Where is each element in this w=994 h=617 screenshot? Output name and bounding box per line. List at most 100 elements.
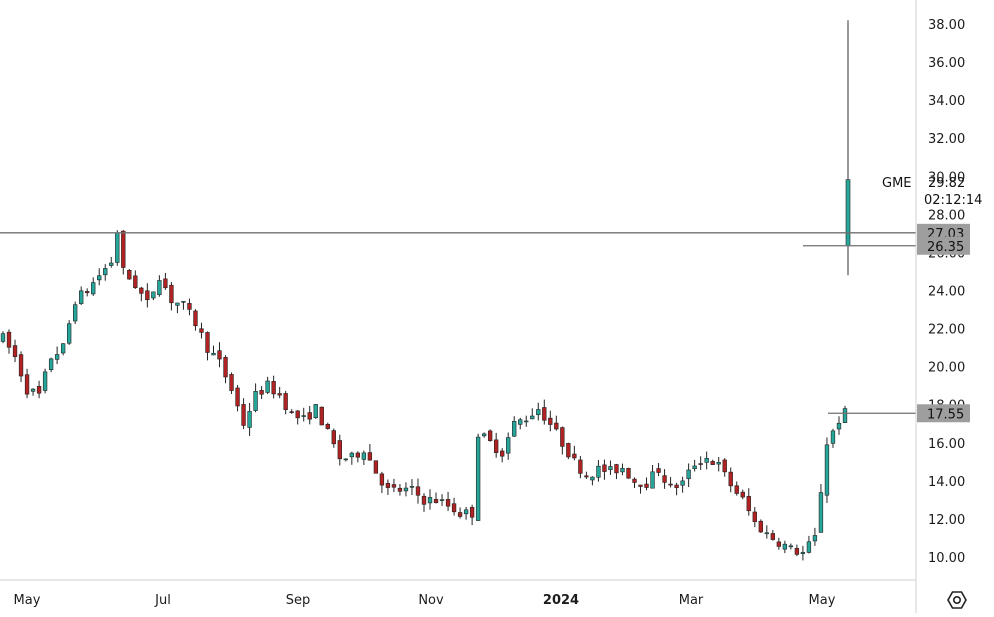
candle[interactable] xyxy=(469,504,475,526)
candle[interactable] xyxy=(367,444,373,461)
candle[interactable] xyxy=(716,456,721,472)
candle[interactable] xyxy=(445,491,451,512)
candle[interactable] xyxy=(193,309,198,331)
candle[interactable] xyxy=(692,459,697,472)
candle[interactable] xyxy=(337,434,342,466)
candle[interactable] xyxy=(740,489,745,500)
horizontal-lines[interactable] xyxy=(0,232,916,414)
candle[interactable] xyxy=(36,380,42,399)
candle[interactable] xyxy=(812,527,818,546)
candle[interactable] xyxy=(175,302,180,314)
candle[interactable] xyxy=(253,383,258,413)
candle[interactable] xyxy=(379,471,385,494)
candle[interactable] xyxy=(289,409,294,414)
candle[interactable] xyxy=(602,459,607,480)
candle[interactable] xyxy=(728,467,733,493)
candle[interactable] xyxy=(554,415,559,431)
candle[interactable] xyxy=(620,463,625,476)
candle[interactable] xyxy=(12,339,18,363)
candle[interactable] xyxy=(782,540,788,554)
candle[interactable] xyxy=(566,442,571,460)
candle-latest[interactable] xyxy=(845,20,851,276)
candle[interactable] xyxy=(403,482,409,497)
candle[interactable] xyxy=(752,507,757,528)
candle[interactable] xyxy=(596,459,601,482)
candle[interactable] xyxy=(590,476,595,486)
candle[interactable] xyxy=(710,459,715,465)
candle[interactable] xyxy=(97,268,102,286)
candle[interactable] xyxy=(85,288,90,297)
candle[interactable] xyxy=(530,408,535,420)
candle[interactable] xyxy=(584,471,589,479)
candle[interactable] xyxy=(66,320,72,345)
candle[interactable] xyxy=(391,478,397,493)
candle[interactable] xyxy=(235,384,240,412)
time-axis[interactable]: May Jul Sep Nov 2024 Mar May xyxy=(0,579,916,608)
candle[interactable] xyxy=(806,535,812,554)
candle[interactable] xyxy=(0,331,6,344)
price-axis[interactable]: 10.0012.0014.0016.0018.0020.0022.0024.00… xyxy=(915,0,965,613)
settings-icon[interactable] xyxy=(947,591,967,609)
candle[interactable] xyxy=(343,458,348,462)
candle[interactable] xyxy=(614,463,619,480)
candle[interactable] xyxy=(319,406,324,426)
candle[interactable] xyxy=(656,463,661,477)
candle[interactable] xyxy=(644,477,649,491)
candle[interactable] xyxy=(421,493,427,512)
candle[interactable] xyxy=(229,372,234,395)
candle[interactable] xyxy=(524,415,529,427)
candle[interactable] xyxy=(18,351,24,383)
candle[interactable] xyxy=(60,343,66,356)
candle[interactable] xyxy=(199,322,204,339)
candle[interactable] xyxy=(151,291,156,301)
candle[interactable] xyxy=(139,286,144,302)
candle[interactable] xyxy=(818,484,824,533)
candle[interactable] xyxy=(481,432,487,438)
candle[interactable] xyxy=(205,331,210,361)
candle[interactable] xyxy=(157,275,162,297)
candle[interactable] xyxy=(121,230,126,275)
candle[interactable] xyxy=(722,458,727,477)
candle[interactable] xyxy=(800,545,806,561)
candle[interactable] xyxy=(349,451,354,465)
candle[interactable] xyxy=(842,405,848,423)
candle[interactable] xyxy=(211,345,216,356)
candle[interactable] xyxy=(415,478,421,504)
candle[interactable] xyxy=(313,404,318,419)
candle[interactable] xyxy=(169,282,174,311)
candle[interactable] xyxy=(181,301,186,310)
candle[interactable] xyxy=(668,477,673,488)
candle[interactable] xyxy=(548,410,553,432)
candle[interactable] xyxy=(223,355,228,384)
candle[interactable] xyxy=(518,417,523,430)
candle[interactable] xyxy=(325,422,330,430)
candle[interactable] xyxy=(776,537,782,550)
candle[interactable] xyxy=(830,428,836,448)
candle[interactable] xyxy=(824,437,830,503)
candle[interactable] xyxy=(487,429,493,442)
candle[interactable] xyxy=(409,479,415,495)
candle[interactable] xyxy=(686,463,691,488)
candle[interactable] xyxy=(127,269,132,280)
candle[interactable] xyxy=(662,469,667,489)
candle[interactable] xyxy=(73,301,78,324)
candle[interactable] xyxy=(475,433,481,521)
candle[interactable] xyxy=(650,464,655,489)
candles-series[interactable] xyxy=(0,20,851,561)
candle[interactable] xyxy=(433,492,439,504)
candle[interactable] xyxy=(48,357,54,373)
candle[interactable] xyxy=(680,476,685,493)
candle[interactable] xyxy=(259,386,264,400)
candle[interactable] xyxy=(355,451,361,463)
candle[interactable] xyxy=(373,460,379,474)
candle[interactable] xyxy=(500,448,505,463)
candle[interactable] xyxy=(794,544,800,557)
candle[interactable] xyxy=(265,376,270,395)
candle[interactable] xyxy=(632,477,637,488)
candle[interactable] xyxy=(512,416,517,438)
candle[interactable] xyxy=(836,416,842,435)
candle[interactable] xyxy=(30,388,36,396)
candle[interactable] xyxy=(506,432,511,460)
candle[interactable] xyxy=(704,451,709,470)
